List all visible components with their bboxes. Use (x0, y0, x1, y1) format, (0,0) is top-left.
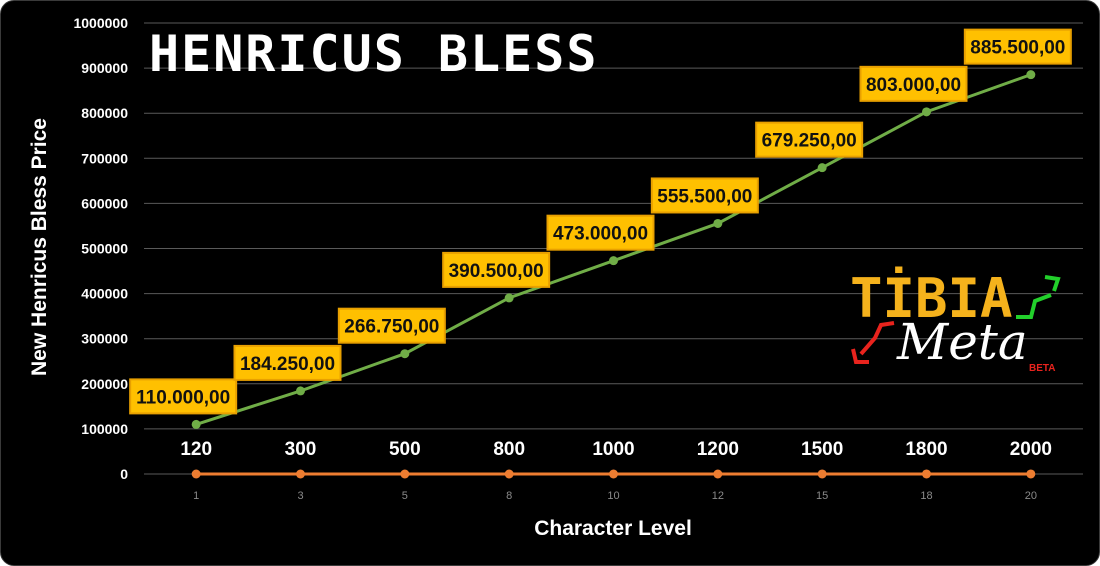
x-tick-label: 500 (389, 439, 421, 460)
x-tick-label: 800 (493, 439, 525, 460)
x-tick-label: 1200 (697, 439, 739, 460)
y-tick-label: 500000 (81, 241, 128, 257)
y-tick-label: 100000 (81, 421, 128, 437)
data-label: 885.500,00 (970, 38, 1065, 59)
data-point (922, 107, 931, 117)
secondary-x-tick-label: 15 (816, 490, 828, 502)
data-point (1026, 70, 1036, 80)
category-labels: 120 300 500 800 1000 1200 1500 1800 2000 (180, 439, 1052, 460)
secondary-x-tick-label: 10 (607, 490, 619, 502)
data-point (817, 469, 827, 479)
y-tick-label: 400000 (81, 286, 128, 302)
data-point (296, 386, 305, 396)
y-tick-label: 700000 (81, 150, 128, 166)
y-tick-label: 800000 (81, 105, 128, 121)
data-point (400, 349, 410, 359)
arrow-down-icon (859, 321, 895, 356)
data-label-box (546, 214, 655, 251)
y-tick-label: 0 (120, 466, 128, 482)
data-point (817, 163, 827, 173)
data-label: 266.750,00 (344, 317, 439, 338)
data-label-box (963, 28, 1072, 65)
secondary-x-tick-label: 1 (193, 490, 199, 502)
data-point (609, 256, 618, 266)
secondary-x-tick-label: 20 (1025, 490, 1037, 502)
data-label-box (337, 307, 446, 344)
y-tick-label: 300000 (81, 331, 128, 347)
tibia-meta-logo: TİBIA Meta BETA (850, 267, 1061, 374)
logo-meta-text: Meta (896, 313, 1028, 371)
data-label-box (859, 65, 968, 102)
data-label: 803.000,00 (866, 75, 961, 96)
x-tick-label: 2000 (1010, 439, 1052, 460)
data-label-box (129, 378, 238, 415)
secondary-x-tick-label: 3 (297, 490, 303, 502)
y-tick-label: 900000 (81, 60, 128, 76)
chart-title: HENRICUS BLESS (149, 25, 598, 83)
data-point (1026, 469, 1036, 479)
y-axis-ticks: 0 100000 200000 300000 400000 500000 600000 700… (73, 15, 128, 482)
x-tick-label: 1500 (801, 439, 843, 460)
data-label: 110.000,00 (136, 387, 230, 408)
data-point (504, 469, 514, 479)
x-tick-label: 300 (285, 439, 317, 460)
secondary-x-tick-label: 5 (402, 490, 408, 502)
arrow-up-head-icon (1044, 275, 1061, 292)
arrow-down-head-icon (851, 348, 869, 364)
data-label-box (755, 121, 864, 158)
secondary-x-tick-label: 8 (506, 490, 512, 502)
logo-tibia-text: TİBIA (850, 267, 1013, 330)
data-label: 184.250,00 (240, 354, 335, 375)
x-tick-label: 1800 (905, 439, 947, 460)
data-label-box (233, 344, 342, 381)
x-axis-title: Character Level (534, 517, 692, 540)
data-point (922, 469, 931, 479)
y-tick-label: 1000000 (73, 15, 128, 31)
secondary-x-tick-label: 12 (712, 490, 724, 502)
secondary-x-labels: 1 3 5 8 10 12 15 18 20 (193, 490, 1037, 502)
logo-beta-badge: BETA (1029, 363, 1055, 374)
y-tick-label: 600000 (81, 195, 128, 211)
data-point (713, 218, 723, 228)
data-label-box (442, 251, 551, 288)
data-label: 390.500,00 (449, 261, 544, 282)
data-label: 679.250,00 (762, 131, 857, 152)
data-point (191, 419, 201, 429)
x-tick-label: 1000 (592, 439, 634, 460)
data-point (296, 469, 305, 479)
data-label: 473.000,00 (553, 224, 648, 245)
data-label-box (650, 177, 759, 214)
data-point (713, 469, 723, 479)
data-label: 555.500,00 (657, 186, 752, 207)
x-tick-label: 120 (180, 439, 212, 460)
data-labels: 110.000,00 184.250,00 266.750,00 390.500,00… (129, 28, 1072, 415)
data-point (191, 469, 201, 479)
secondary-x-tick-label: 18 (920, 490, 932, 502)
data-point (504, 293, 514, 303)
data-point (400, 469, 410, 479)
arrow-up-icon (1016, 293, 1052, 319)
data-point (609, 469, 618, 479)
y-axis-title: New Henricus Bless Price (28, 118, 51, 376)
y-tick-label: 200000 (81, 376, 128, 392)
